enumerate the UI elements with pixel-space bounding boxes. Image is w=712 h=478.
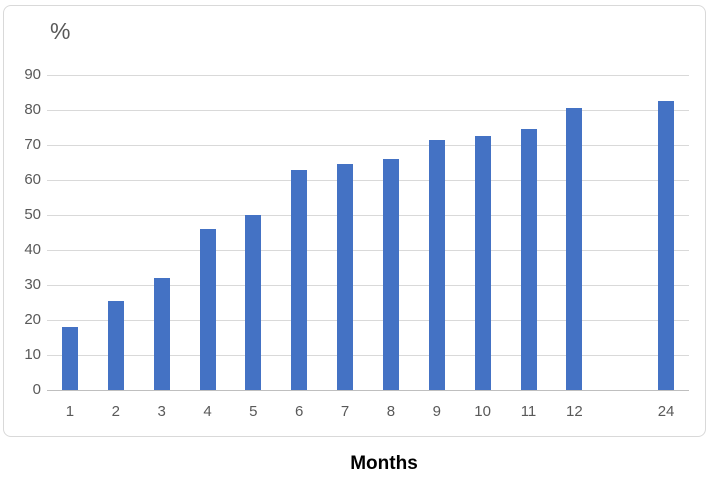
y-axis-unit-label: % <box>50 18 71 44</box>
x-tick-label: 7 <box>340 403 350 420</box>
x-tick-label: 9 <box>432 403 441 420</box>
gridline <box>47 74 689 76</box>
y-tick-label: 40 <box>24 241 41 258</box>
bar-month-1 <box>61 327 78 390</box>
y-tick-label: 60 <box>24 171 41 188</box>
y-tick-label: 80 <box>24 101 41 118</box>
bar-month-6 <box>291 169 308 390</box>
y-tick-label: 0 <box>32 381 41 398</box>
gridline <box>47 109 689 111</box>
bar-month-9 <box>428 139 445 390</box>
x-tick-label: 8 <box>386 403 396 420</box>
gridline <box>47 144 689 146</box>
y-tick-label: 50 <box>24 206 41 223</box>
bar-month-11 <box>520 129 537 390</box>
gridline <box>47 179 689 181</box>
x-tick-label: 11 <box>520 403 537 420</box>
gridline <box>47 354 689 356</box>
x-axis-line <box>47 389 689 391</box>
bar-month-4 <box>199 229 216 390</box>
x-tick-label: 12 <box>566 403 583 420</box>
bar-month-10 <box>474 136 491 390</box>
bar-month-7 <box>337 164 354 390</box>
bar-month-24 <box>658 101 675 390</box>
bar-month-8 <box>382 159 399 390</box>
x-tick-label: 1 <box>65 403 75 420</box>
bar-month-5 <box>245 215 262 390</box>
y-tick-label: 70 <box>24 136 41 153</box>
gridline <box>47 319 689 321</box>
gridline <box>47 249 689 251</box>
y-tick-label: 20 <box>24 311 41 328</box>
x-tick-label: 5 <box>249 403 258 420</box>
gridline <box>47 214 689 216</box>
x-tick-label: 4 <box>203 403 212 420</box>
x-tick-label: 6 <box>295 403 304 420</box>
y-tick-label: 10 <box>24 346 41 363</box>
x-tick-label: 24 <box>657 403 675 420</box>
x-tick-label: 2 <box>111 403 120 420</box>
bar-month-3 <box>153 278 170 390</box>
bar-month-2 <box>107 300 124 390</box>
x-tick-label: 10 <box>474 403 491 420</box>
x-axis-title: Months <box>350 453 418 474</box>
x-tick-label: 3 <box>157 403 166 420</box>
bar-month-12 <box>566 108 583 390</box>
gridline <box>47 284 689 286</box>
y-tick-label: 90 <box>24 66 41 83</box>
y-tick-label: 30 <box>24 276 41 293</box>
